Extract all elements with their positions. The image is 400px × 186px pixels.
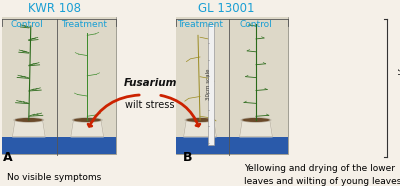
Ellipse shape	[72, 118, 102, 122]
Text: A: A	[3, 151, 13, 164]
Text: wilt stress: wilt stress	[125, 100, 175, 110]
Bar	[2, 17, 116, 154]
Ellipse shape	[185, 118, 215, 122]
Text: No visible symptoms: No visible symptoms	[7, 173, 101, 182]
Polygon shape	[12, 120, 45, 137]
Text: Fusarium: Fusarium	[123, 78, 177, 88]
Text: Control: Control	[11, 20, 44, 29]
Text: Yellowing and drying of the lower: Yellowing and drying of the lower	[244, 164, 395, 173]
Polygon shape	[71, 120, 104, 137]
Text: 30cm scale: 30cm scale	[206, 69, 211, 100]
Ellipse shape	[15, 118, 43, 122]
Text: leaves and wilting of young leaves: leaves and wilting of young leaves	[244, 177, 400, 186]
Text: Treatment: Treatment	[61, 20, 107, 29]
Ellipse shape	[241, 118, 271, 122]
Text: KWR 108: KWR 108	[28, 2, 80, 15]
Bar	[176, 17, 288, 154]
Bar	[2, 17, 116, 137]
Text: Control: Control	[240, 20, 272, 29]
Ellipse shape	[186, 118, 214, 122]
Bar	[176, 137, 288, 154]
Polygon shape	[240, 120, 272, 137]
Ellipse shape	[73, 118, 101, 122]
Ellipse shape	[242, 118, 270, 122]
Text: Treatment: Treatment	[177, 20, 223, 29]
Polygon shape	[184, 120, 216, 137]
Bar	[2, 137, 116, 154]
Bar	[208, 24, 214, 145]
Text: B: B	[183, 151, 193, 164]
Text: Phenotypic observation: Phenotypic observation	[397, 41, 400, 132]
Text: GL 13001: GL 13001	[198, 2, 254, 15]
Bar	[176, 17, 288, 137]
Ellipse shape	[14, 118, 44, 122]
